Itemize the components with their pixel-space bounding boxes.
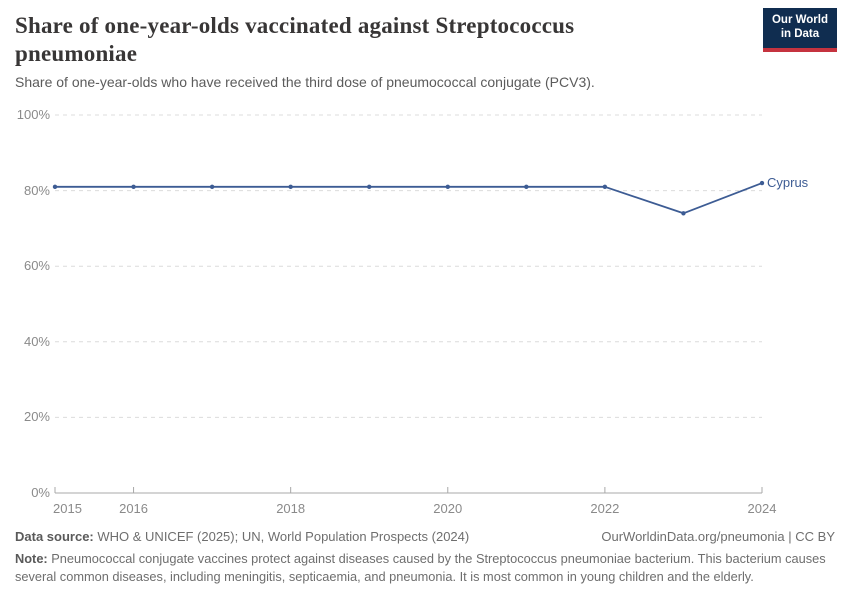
data-point-2021[interactable] bbox=[524, 184, 529, 190]
x-axis-tick-label-2018: 2018 bbox=[276, 501, 306, 516]
chart-note: Note: Pneumococcal conjugate vaccines pr… bbox=[15, 550, 835, 585]
data-point-2017[interactable] bbox=[209, 184, 215, 190]
page-title: Share of one-year-olds vaccinated agains… bbox=[15, 13, 575, 66]
owid-logo[interactable]: Our World in Data bbox=[762, 8, 837, 52]
data-point-2015[interactable] bbox=[52, 184, 58, 190]
x-axis-tick-label-2020: 2020 bbox=[433, 501, 463, 516]
data-source-label: Data source: bbox=[15, 529, 94, 544]
y-axis-tick-label-80: 80% bbox=[23, 182, 50, 198]
data-point-2024[interactable] bbox=[759, 180, 765, 186]
y-axis-tick-label-60: 60% bbox=[23, 258, 50, 274]
x-axis-tick-label-2015: 2015 bbox=[53, 501, 82, 516]
owid-logo-line2: in Data bbox=[780, 27, 820, 40]
owid-logo-line1: Our World bbox=[771, 14, 828, 26]
data-point-2022[interactable] bbox=[602, 184, 608, 190]
x-axis-tick-label-2016: 2016 bbox=[119, 501, 149, 516]
note-label: Note: bbox=[15, 551, 48, 566]
y-axis-tick-label-20: 20% bbox=[23, 409, 50, 425]
y-axis-tick-label-40: 40% bbox=[23, 333, 50, 349]
y-axis-tick-label-0: 0% bbox=[31, 485, 50, 500]
data-source: Data source: WHO & UNICEF (2025); UN, Wo… bbox=[15, 529, 469, 544]
line-series-cyprus[interactable] bbox=[55, 182, 763, 215]
data-point-2023[interactable] bbox=[681, 211, 686, 216]
x-axis-tick-label-2024: 2024 bbox=[747, 501, 777, 516]
series-label-cyprus[interactable]: Cyprus bbox=[767, 175, 809, 191]
data-point-2019[interactable] bbox=[367, 184, 372, 190]
attribution-link[interactable]: OurWorldinData.org/pneumonia | CC BY bbox=[601, 529, 835, 544]
x-axis-tick-label-2022: 2022 bbox=[590, 501, 620, 516]
data-source-text: WHO & UNICEF (2025); UN, World Populatio… bbox=[97, 529, 470, 544]
y-axis-tick-label-100: 100% bbox=[16, 107, 50, 122]
data-point-2018[interactable] bbox=[288, 184, 293, 190]
chart-footer: Data source: WHO & UNICEF (2025); UN, Wo… bbox=[15, 529, 835, 585]
chart-canvas[interactable] bbox=[0, 100, 850, 520]
data-point-2020[interactable] bbox=[445, 184, 450, 190]
chart-subtitle: Share of one-year-olds who have received… bbox=[15, 74, 595, 90]
data-point-2016[interactable] bbox=[131, 184, 136, 190]
note-text: Pneumococcal conjugate vaccines protect … bbox=[15, 551, 826, 584]
